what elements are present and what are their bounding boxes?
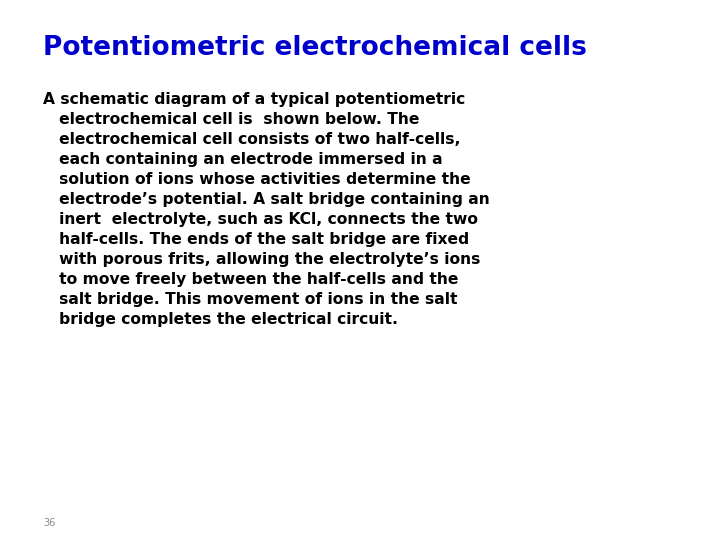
Text: 36: 36 [43, 518, 55, 528]
Text: Potentiometric electrochemical cells: Potentiometric electrochemical cells [43, 35, 587, 61]
Text: A schematic diagram of a typical potentiometric
   electrochemical cell is  show: A schematic diagram of a typical potenti… [43, 92, 490, 327]
